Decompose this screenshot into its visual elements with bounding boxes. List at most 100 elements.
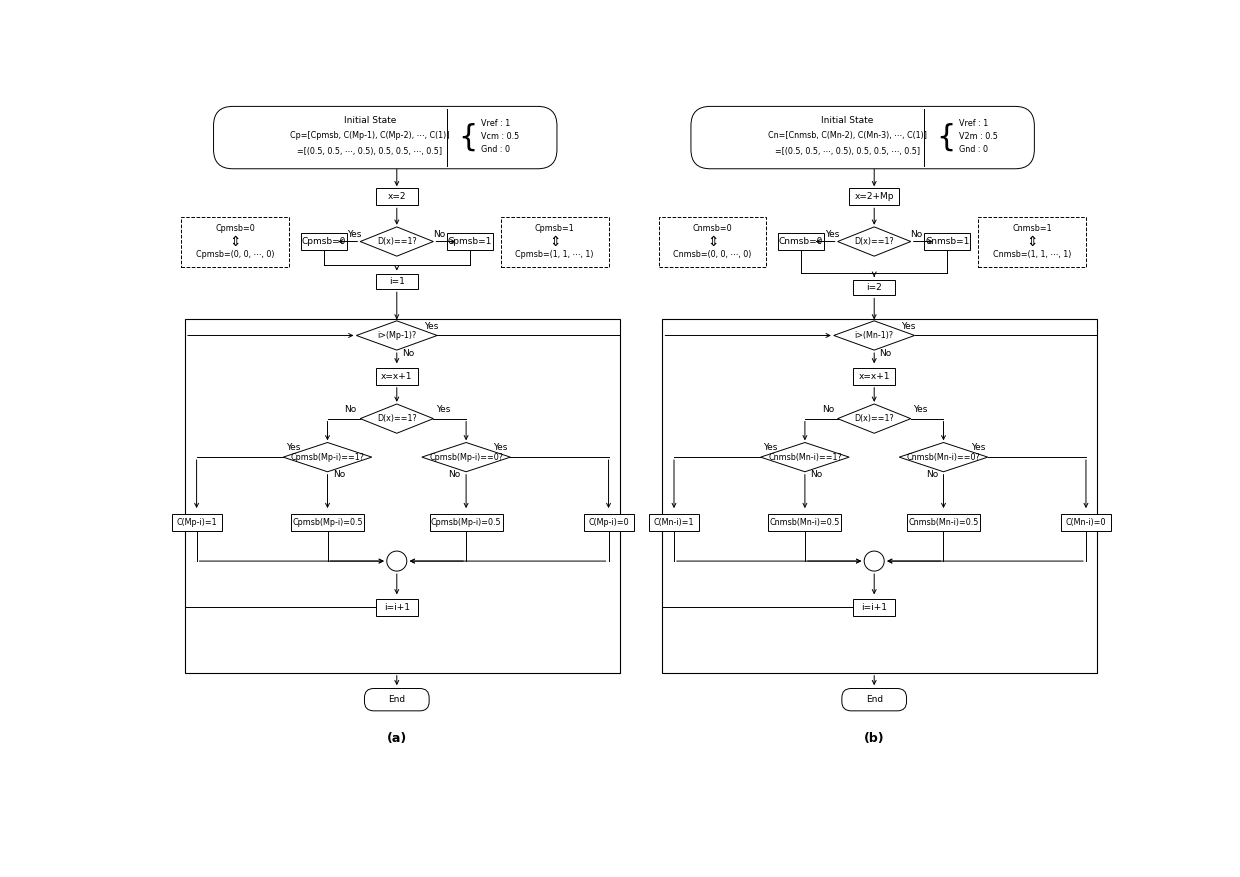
Text: C(Mp-i)=0: C(Mp-i)=0 [588, 518, 629, 527]
Bar [171, 514, 222, 531]
Text: Cnmsb(Mn-i)==0?: Cnmsb(Mn-i)==0? [906, 453, 981, 461]
Circle shape [864, 551, 884, 571]
Text: Cnmsb(Mn-i)=0.5: Cnmsb(Mn-i)=0.5 [909, 518, 978, 527]
Text: i=1: i=1 [389, 277, 404, 286]
Bar [853, 280, 895, 296]
Text: Cpmsb=(1, 1, ⋯, 1): Cpmsb=(1, 1, ⋯, 1) [516, 250, 594, 259]
Bar [584, 514, 634, 531]
Polygon shape [361, 404, 433, 433]
Text: Cnmsb=0: Cnmsb=0 [779, 237, 823, 246]
Bar [376, 189, 418, 205]
Bar [300, 233, 347, 250]
Text: No: No [822, 405, 835, 414]
Text: Yes: Yes [435, 405, 450, 414]
Bar [1061, 514, 1111, 531]
Bar [446, 233, 494, 250]
Text: i=i+1: i=i+1 [384, 602, 409, 612]
Text: Yes: Yes [347, 230, 362, 239]
Bar [658, 217, 766, 267]
Bar [501, 217, 609, 267]
Bar [291, 514, 365, 531]
Polygon shape [838, 227, 910, 256]
Text: No: No [332, 470, 345, 480]
Text: ⇕: ⇕ [549, 234, 560, 248]
Text: Yes: Yes [424, 322, 438, 331]
Text: (b): (b) [864, 731, 884, 745]
Polygon shape [283, 443, 372, 472]
Text: Cnmsb=1: Cnmsb=1 [1012, 224, 1052, 233]
Bar [853, 367, 895, 385]
Polygon shape [833, 321, 915, 350]
Bar [662, 318, 1097, 673]
Text: No: No [810, 470, 822, 480]
Text: End: End [388, 695, 405, 704]
FancyBboxPatch shape [213, 106, 557, 168]
Text: Gnd : 0: Gnd : 0 [481, 146, 511, 154]
Bar [769, 514, 842, 531]
Bar [181, 217, 289, 267]
Text: x=2: x=2 [388, 192, 405, 202]
Text: i=2: i=2 [867, 283, 882, 292]
Text: Cnmsb=(0, 0, ⋯, 0): Cnmsb=(0, 0, ⋯, 0) [673, 250, 751, 259]
Text: ⇕: ⇕ [707, 234, 718, 248]
Text: {: { [459, 123, 477, 152]
Text: Initial State: Initial State [821, 116, 873, 125]
Text: D(x)==1?: D(x)==1? [854, 414, 894, 423]
Text: Cp=[Cpmsb, C(Mp-1), C(Mp-2), ⋯, C(1)]: Cp=[Cpmsb, C(Mp-1), C(Mp-2), ⋯, C(1)] [290, 131, 450, 139]
Text: Cpmsb=(0, 0, ⋯, 0): Cpmsb=(0, 0, ⋯, 0) [196, 250, 274, 259]
Polygon shape [899, 443, 988, 472]
Bar [429, 514, 502, 531]
Text: {: { [936, 123, 955, 152]
Polygon shape [361, 227, 433, 256]
Text: Cpmsb(Mp-i)==1?: Cpmsb(Mp-i)==1? [290, 453, 365, 461]
Text: Cpmsb(Mp-i)==0?: Cpmsb(Mp-i)==0? [429, 453, 503, 461]
Text: Cnmsb=1: Cnmsb=1 [925, 237, 970, 246]
Text: Cpmsb=0: Cpmsb=0 [301, 237, 346, 246]
Text: Cpmsb=0: Cpmsb=0 [216, 224, 255, 233]
Bar [376, 274, 418, 289]
Text: Gnd : 0: Gnd : 0 [959, 146, 988, 154]
Text: D(x)==1?: D(x)==1? [377, 237, 417, 246]
Text: Vref : 1: Vref : 1 [959, 119, 988, 128]
Text: ⇕: ⇕ [229, 234, 241, 248]
Bar [376, 367, 418, 385]
Text: Cpmsb(Mp-i)=0.5: Cpmsb(Mp-i)=0.5 [293, 518, 363, 527]
Text: Yes: Yes [763, 444, 777, 453]
Text: i>(Mp-1)?: i>(Mp-1)? [377, 331, 417, 340]
Bar [376, 599, 418, 616]
Text: V2m : 0.5: V2m : 0.5 [959, 132, 998, 141]
Text: =[(0.5, 0.5, ⋯, 0.5), 0.5, 0.5, ⋯, 0.5]: =[(0.5, 0.5, ⋯, 0.5), 0.5, 0.5, ⋯, 0.5] [298, 147, 443, 156]
Text: Initial State: Initial State [343, 116, 396, 125]
Text: Vref : 1: Vref : 1 [481, 119, 511, 128]
Text: No: No [402, 349, 414, 358]
Text: Cpmsb=1: Cpmsb=1 [534, 224, 574, 233]
Polygon shape [838, 404, 910, 433]
Text: i=i+1: i=i+1 [862, 602, 887, 612]
Text: D(x)==1?: D(x)==1? [854, 237, 894, 246]
Text: No: No [433, 230, 445, 239]
Text: Yes: Yes [901, 322, 915, 331]
Text: End: End [866, 695, 883, 704]
Text: No: No [345, 405, 357, 414]
Text: Yes: Yes [971, 444, 986, 453]
Text: Yes: Yes [913, 405, 928, 414]
Text: Yes: Yes [494, 444, 508, 453]
Text: x=x+1: x=x+1 [858, 372, 890, 381]
Bar [777, 233, 825, 250]
Text: Vcm : 0.5: Vcm : 0.5 [481, 132, 520, 141]
Text: No: No [926, 470, 939, 480]
Text: Cn=[Cnmsb, C(Mn-2), C(Mn-3), ⋯, C(1)]: Cn=[Cnmsb, C(Mn-2), C(Mn-3), ⋯, C(1)] [768, 131, 926, 139]
Text: No: No [910, 230, 923, 239]
Text: (a): (a) [387, 731, 407, 745]
Bar [185, 318, 620, 673]
Circle shape [387, 551, 407, 571]
Text: Yes: Yes [825, 230, 839, 239]
Bar [924, 233, 971, 250]
Text: ⇕: ⇕ [1027, 234, 1038, 248]
Text: C(Mn-i)=1: C(Mn-i)=1 [653, 518, 694, 527]
Bar [649, 514, 699, 531]
Polygon shape [356, 321, 438, 350]
Text: Cnmsb(Mn-i)=0.5: Cnmsb(Mn-i)=0.5 [770, 518, 839, 527]
Text: Cnmsb=0: Cnmsb=0 [693, 224, 733, 233]
Bar [849, 189, 899, 205]
